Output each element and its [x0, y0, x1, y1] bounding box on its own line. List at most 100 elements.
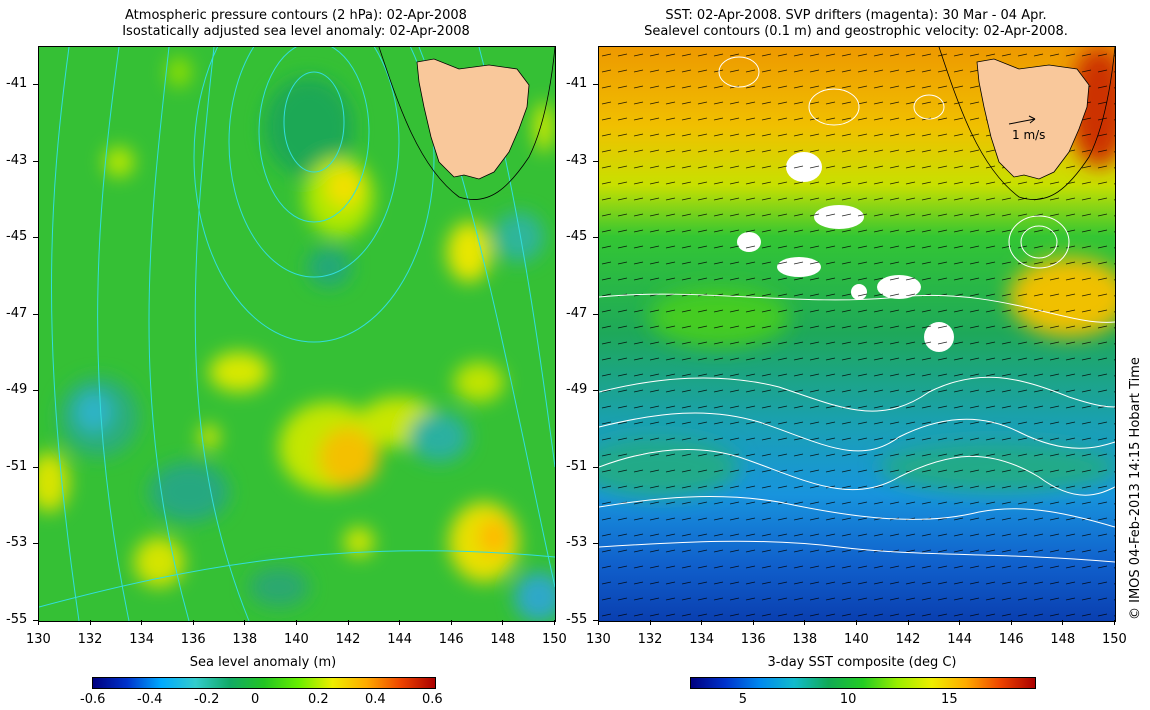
right-colorbar: [690, 677, 1036, 689]
right-x-tick-mark: [856, 620, 857, 625]
right-colorbar-tick-label: 10: [839, 692, 857, 707]
right-x-tick-label: 132: [637, 632, 663, 647]
right-x-tick-mark: [752, 620, 754, 625]
right-y-tick-mark: [593, 543, 598, 545]
left-x-tick-mark: [38, 620, 39, 625]
left-x-tick-mark: [450, 620, 452, 625]
left-y-tick-label: -49: [6, 382, 28, 398]
left-title-line2: Isostatically adjusted sea level anomaly…: [122, 24, 470, 39]
left-x-tick-mark: [244, 620, 246, 625]
left-x-tick-mark: [502, 620, 504, 625]
velocity-scale-label: 1 m/s: [1012, 128, 1045, 142]
right-y-tick-mark: [593, 390, 598, 392]
velocity-scale-arrow: [1008, 115, 1036, 125]
right-x-tick-mark: [804, 620, 806, 625]
sealevel-contours: [599, 56, 1115, 563]
left-x-tick-label: 142: [335, 632, 361, 647]
left-y-tick-mark: [33, 390, 38, 392]
right-y-tick-mark: [593, 313, 598, 315]
left-y-tick-mark: [33, 84, 38, 86]
sst-map: 1 m/s: [598, 46, 1116, 622]
right-x-tick-mark: [1062, 620, 1064, 625]
sla-anomaly-blobs: [39, 57, 555, 621]
left-x-tick-mark: [89, 620, 91, 625]
left-colorbar-tick-label: 0: [251, 692, 260, 707]
left-colorbar-tick-label: -0.4: [137, 692, 163, 707]
left-y-tick-mark: [33, 620, 38, 621]
left-y-tick-label: -41: [6, 76, 28, 92]
imos-credit: © IMOS 04-Feb-2013 14:15 Hobart Time: [1128, 357, 1143, 620]
tasmania-landmass: [378, 47, 555, 200]
right-y-tick-label: -55: [566, 612, 588, 627]
left-colorbar-tick-label: -0.2: [194, 692, 220, 707]
left-y-tick-label: -51: [6, 458, 28, 474]
sst-map-svg: 1 m/s: [599, 47, 1115, 621]
left-x-tick-label: 148: [490, 632, 516, 647]
right-y-tick-mark: [593, 237, 598, 239]
left-colorbar-tick-label: 0.2: [308, 692, 329, 707]
right-x-tick-mark: [907, 620, 909, 625]
right-y-tick-mark: [593, 466, 598, 468]
left-y-tick-label: -55: [6, 612, 28, 627]
right-x-tick-mark: [1114, 620, 1115, 625]
right-y-tick-label: -43: [566, 152, 588, 168]
right-x-tick-mark: [598, 620, 599, 625]
right-x-tick-label: 130: [586, 632, 611, 647]
left-panel-title: Atmospheric pressure contours (2 hPa): 0…: [38, 8, 554, 40]
left-x-tick-mark: [296, 620, 297, 625]
left-y-tick-mark: [33, 313, 38, 315]
left-x-tick-label: 138: [232, 632, 258, 647]
left-y-tick-label: -53: [6, 535, 28, 551]
left-y-tick-mark: [33, 466, 38, 468]
right-x-tick-label: 150: [1102, 632, 1127, 647]
right-colorbar-tick-label: 5: [738, 692, 747, 707]
right-panel-title: SST: 02-Apr-2008. SVP drifters (magenta)…: [598, 8, 1114, 40]
right-x-tick-label: 136: [740, 632, 766, 647]
left-colorbar-tick-label: -0.6: [80, 692, 106, 707]
left-x-tick-label: 144: [387, 632, 413, 647]
right-x-tick-label: 138: [792, 632, 818, 647]
left-x-tick-mark: [347, 620, 349, 625]
left-colorbar-tick-label: 0.4: [365, 692, 386, 707]
right-colorbar-title: 3-day SST composite (deg C): [767, 655, 957, 670]
right-y-tick-label: -49: [566, 382, 588, 398]
left-y-tick-mark: [33, 543, 38, 545]
right-y-tick-mark: [593, 160, 598, 162]
left-x-tick-mark: [141, 620, 143, 625]
left-x-tick-label: 134: [129, 632, 155, 647]
left-x-tick-label: 146: [438, 632, 464, 647]
pressure-contours: [39, 47, 555, 621]
right-y-tick-label: -47: [566, 305, 588, 321]
right-x-tick-mark: [649, 620, 651, 625]
left-x-tick-mark: [554, 620, 555, 625]
left-colorbar: [92, 677, 436, 689]
right-x-tick-mark: [959, 620, 961, 625]
right-x-tick-label: 142: [895, 632, 921, 647]
right-x-tick-label: 144: [947, 632, 973, 647]
right-x-tick-label: 140: [844, 632, 869, 647]
left-y-tick-mark: [33, 160, 38, 162]
left-x-tick-label: 130: [26, 632, 51, 647]
right-y-tick-label: -45: [566, 229, 588, 245]
left-x-tick-label: 150: [542, 632, 567, 647]
right-x-tick-label: 148: [1050, 632, 1076, 647]
left-y-tick-label: -45: [6, 229, 28, 245]
sea-level-anomaly-map: [38, 46, 556, 622]
right-x-tick-mark: [1010, 620, 1012, 625]
left-colorbar-tick-label: 0.6: [422, 692, 443, 707]
left-title-line1: Atmospheric pressure contours (2 hPa): 0…: [125, 8, 467, 23]
right-y-tick-label: -51: [566, 458, 588, 474]
right-y-tick-label: -41: [566, 76, 588, 92]
left-x-tick-label: 136: [180, 632, 206, 647]
left-x-tick-label: 132: [77, 632, 103, 647]
left-y-tick-mark: [33, 237, 38, 239]
right-x-tick-label: 134: [689, 632, 715, 647]
left-y-tick-label: -47: [6, 305, 28, 321]
right-y-tick-mark: [593, 84, 598, 86]
left-x-tick-label: 140: [284, 632, 309, 647]
right-y-tick-mark: [593, 620, 598, 621]
right-title-line2: Sealevel contours (0.1 m) and geostrophi…: [644, 24, 1068, 39]
right-colorbar-tick-label: 15: [941, 692, 958, 707]
left-y-tick-label: -43: [6, 152, 28, 168]
sea-level-anomaly-map-svg: [39, 47, 555, 621]
